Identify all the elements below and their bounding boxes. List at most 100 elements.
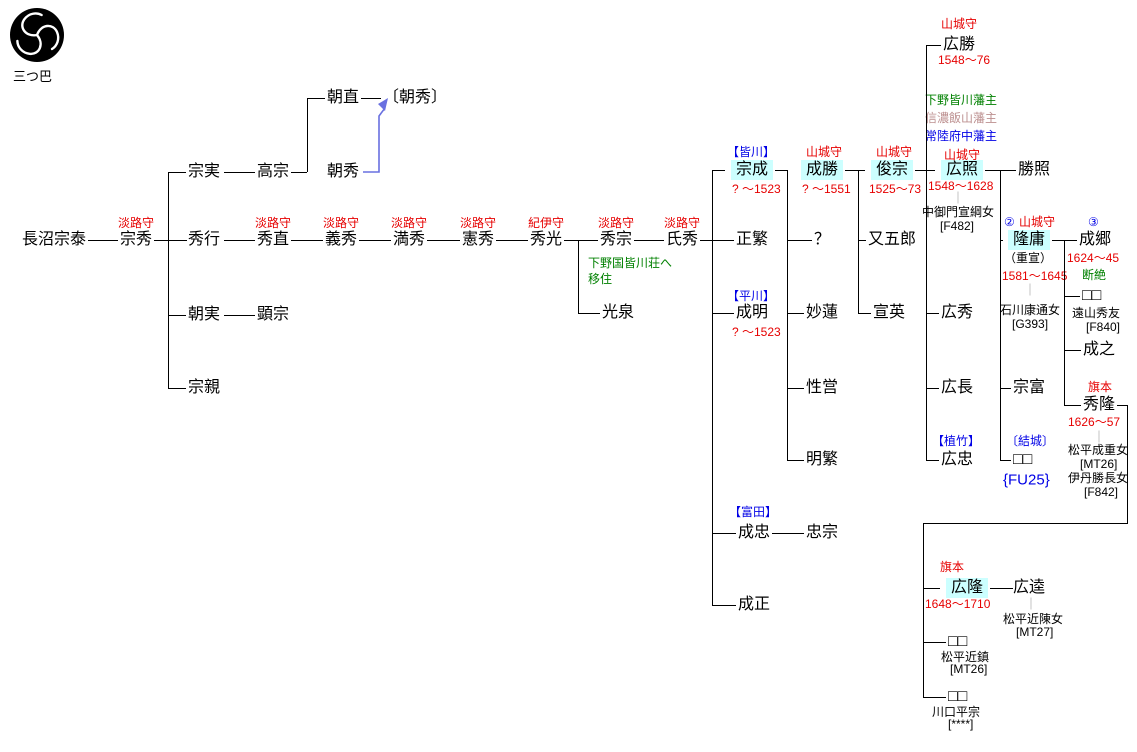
- person-node: 成正: [738, 596, 771, 613]
- tree-line: [291, 240, 323, 241]
- person-node: 広長: [941, 379, 974, 396]
- person-node: 秀光: [530, 231, 563, 248]
- tree-line: [88, 240, 118, 241]
- person-node: 妙蓮: [806, 304, 839, 321]
- tree-line: [154, 240, 187, 241]
- person-node: 朝実: [188, 306, 221, 323]
- tree-line: [787, 313, 804, 314]
- note-label: 移住: [588, 272, 613, 286]
- family-branch-label: 【皆川】: [727, 145, 776, 159]
- tree-line: [700, 240, 734, 241]
- lifespan-label: 1581～1645: [1002, 269, 1068, 283]
- person-node: □□: [948, 688, 968, 705]
- tree-line: [772, 533, 804, 534]
- person-node: 又五郎: [868, 231, 917, 248]
- person-node: 俊宗: [871, 160, 914, 180]
- rank-title-label: 山城守: [806, 145, 843, 159]
- tree-line: [168, 172, 169, 388]
- lifespan-label: ? ～1523: [732, 182, 781, 196]
- crest-label: 三つ巴: [13, 69, 53, 84]
- tree-line: [1064, 296, 1080, 297]
- tree-line: [858, 170, 859, 313]
- person-node: 性営: [806, 379, 839, 396]
- rank-title-label: 山城守: [944, 148, 981, 162]
- note-label: 断絶: [1082, 268, 1107, 282]
- spouse-connector: ｜: [1025, 597, 1038, 611]
- tree-line: [915, 170, 935, 171]
- spouse-name-label: 松平近陳女: [1003, 612, 1064, 626]
- spouse-connector: ｜: [1093, 430, 1106, 444]
- rank-title-label: 紀伊守: [528, 216, 565, 230]
- lifespan-label: 1624～45: [1067, 251, 1120, 265]
- person-node: 憲秀: [462, 231, 495, 248]
- rank-title-label: 淡路守: [118, 216, 155, 230]
- tree-line: [923, 642, 946, 643]
- person-node: 成勝: [801, 160, 844, 180]
- tree-line: [224, 315, 255, 316]
- spouse-name-label: 伊丹勝長女: [1068, 471, 1129, 485]
- tree-line: [926, 460, 939, 461]
- tree-line: [496, 240, 528, 241]
- person-node: 顕宗: [257, 306, 290, 323]
- ref-code-link[interactable]: [F840]: [1086, 320, 1121, 334]
- spouse-name-label: 松平近鎮: [941, 650, 990, 664]
- tree-line: [168, 388, 186, 389]
- person-node: 成郷: [1079, 231, 1112, 248]
- lifespan-label: 1626～57: [1068, 415, 1121, 429]
- lifespan-label: 1548～1628: [928, 179, 994, 193]
- tree-line: [1000, 240, 1003, 241]
- ref-code-link[interactable]: [G393]: [1012, 317, 1049, 331]
- person-node: 宗秀: [120, 231, 153, 248]
- tree-line: [1064, 405, 1081, 406]
- person-node: 秀隆: [1083, 396, 1116, 413]
- tree-line: [1127, 405, 1128, 524]
- tree-line: [359, 240, 391, 241]
- tree-line: [168, 315, 186, 316]
- lifespan-label: 1525～73: [869, 182, 922, 196]
- tree-line: [224, 240, 255, 241]
- mitsudomoe-crest-icon: [10, 8, 64, 62]
- lifespan-label: 1548～76: [938, 53, 991, 67]
- tree-line: [1000, 460, 1011, 461]
- spouse-name-label: 石川康通女: [1000, 303, 1061, 317]
- rank-title-label: 淡路守: [391, 216, 428, 230]
- ref-code-link[interactable]: [F842]: [1084, 485, 1119, 499]
- alias-label: （重宣）: [1004, 251, 1053, 265]
- person-node: □□: [1013, 451, 1033, 468]
- note-label: 下野国皆川荘へ: [588, 256, 673, 270]
- person-node: 忠宗: [806, 524, 839, 541]
- person-node: 長沼宗泰: [22, 231, 87, 248]
- person-node: 秀行: [188, 231, 221, 248]
- person-node: 朝直: [327, 89, 360, 106]
- ref-code-link[interactable]: [F482]: [940, 219, 975, 233]
- tree-line: [712, 313, 734, 314]
- rank-title-label: 山城守: [1019, 215, 1056, 229]
- spouse-name-label: 中御門宣綱女: [922, 205, 995, 219]
- cross-ref-link[interactable]: {FU25}: [1003, 471, 1050, 489]
- tree-line: [1000, 170, 1001, 460]
- tree-line: [427, 240, 460, 241]
- ref-code-link[interactable]: [MT26]: [950, 662, 988, 676]
- person-node: 成之: [1083, 341, 1116, 358]
- person-node: 正繁: [736, 231, 769, 248]
- person-node: 満秀: [393, 231, 426, 248]
- rank-title-label: 淡路守: [598, 216, 635, 230]
- tree-line: [787, 170, 788, 460]
- person-node: 広照: [941, 160, 984, 180]
- ref-code-link[interactable]: [MT27]: [1016, 625, 1054, 639]
- person-node: 広忠: [941, 451, 974, 468]
- tree-line: [787, 460, 804, 461]
- ref-code-link[interactable]: [MT26]: [1080, 457, 1118, 471]
- person-node: 宗実: [188, 163, 221, 180]
- tree-line: [634, 240, 664, 241]
- tree-line: [361, 98, 381, 99]
- ref-code-link[interactable]: [****]: [948, 717, 974, 731]
- tree-line: [224, 172, 255, 173]
- tree-line: [787, 240, 812, 241]
- person-node: 勝照: [1018, 161, 1051, 178]
- tree-line: [307, 98, 325, 99]
- spouse-name-label: 川口平宗: [932, 705, 981, 719]
- person-node: 広勝: [943, 36, 976, 53]
- rank-title-label: 旗本: [940, 560, 965, 574]
- person-node: 秀直: [257, 231, 290, 248]
